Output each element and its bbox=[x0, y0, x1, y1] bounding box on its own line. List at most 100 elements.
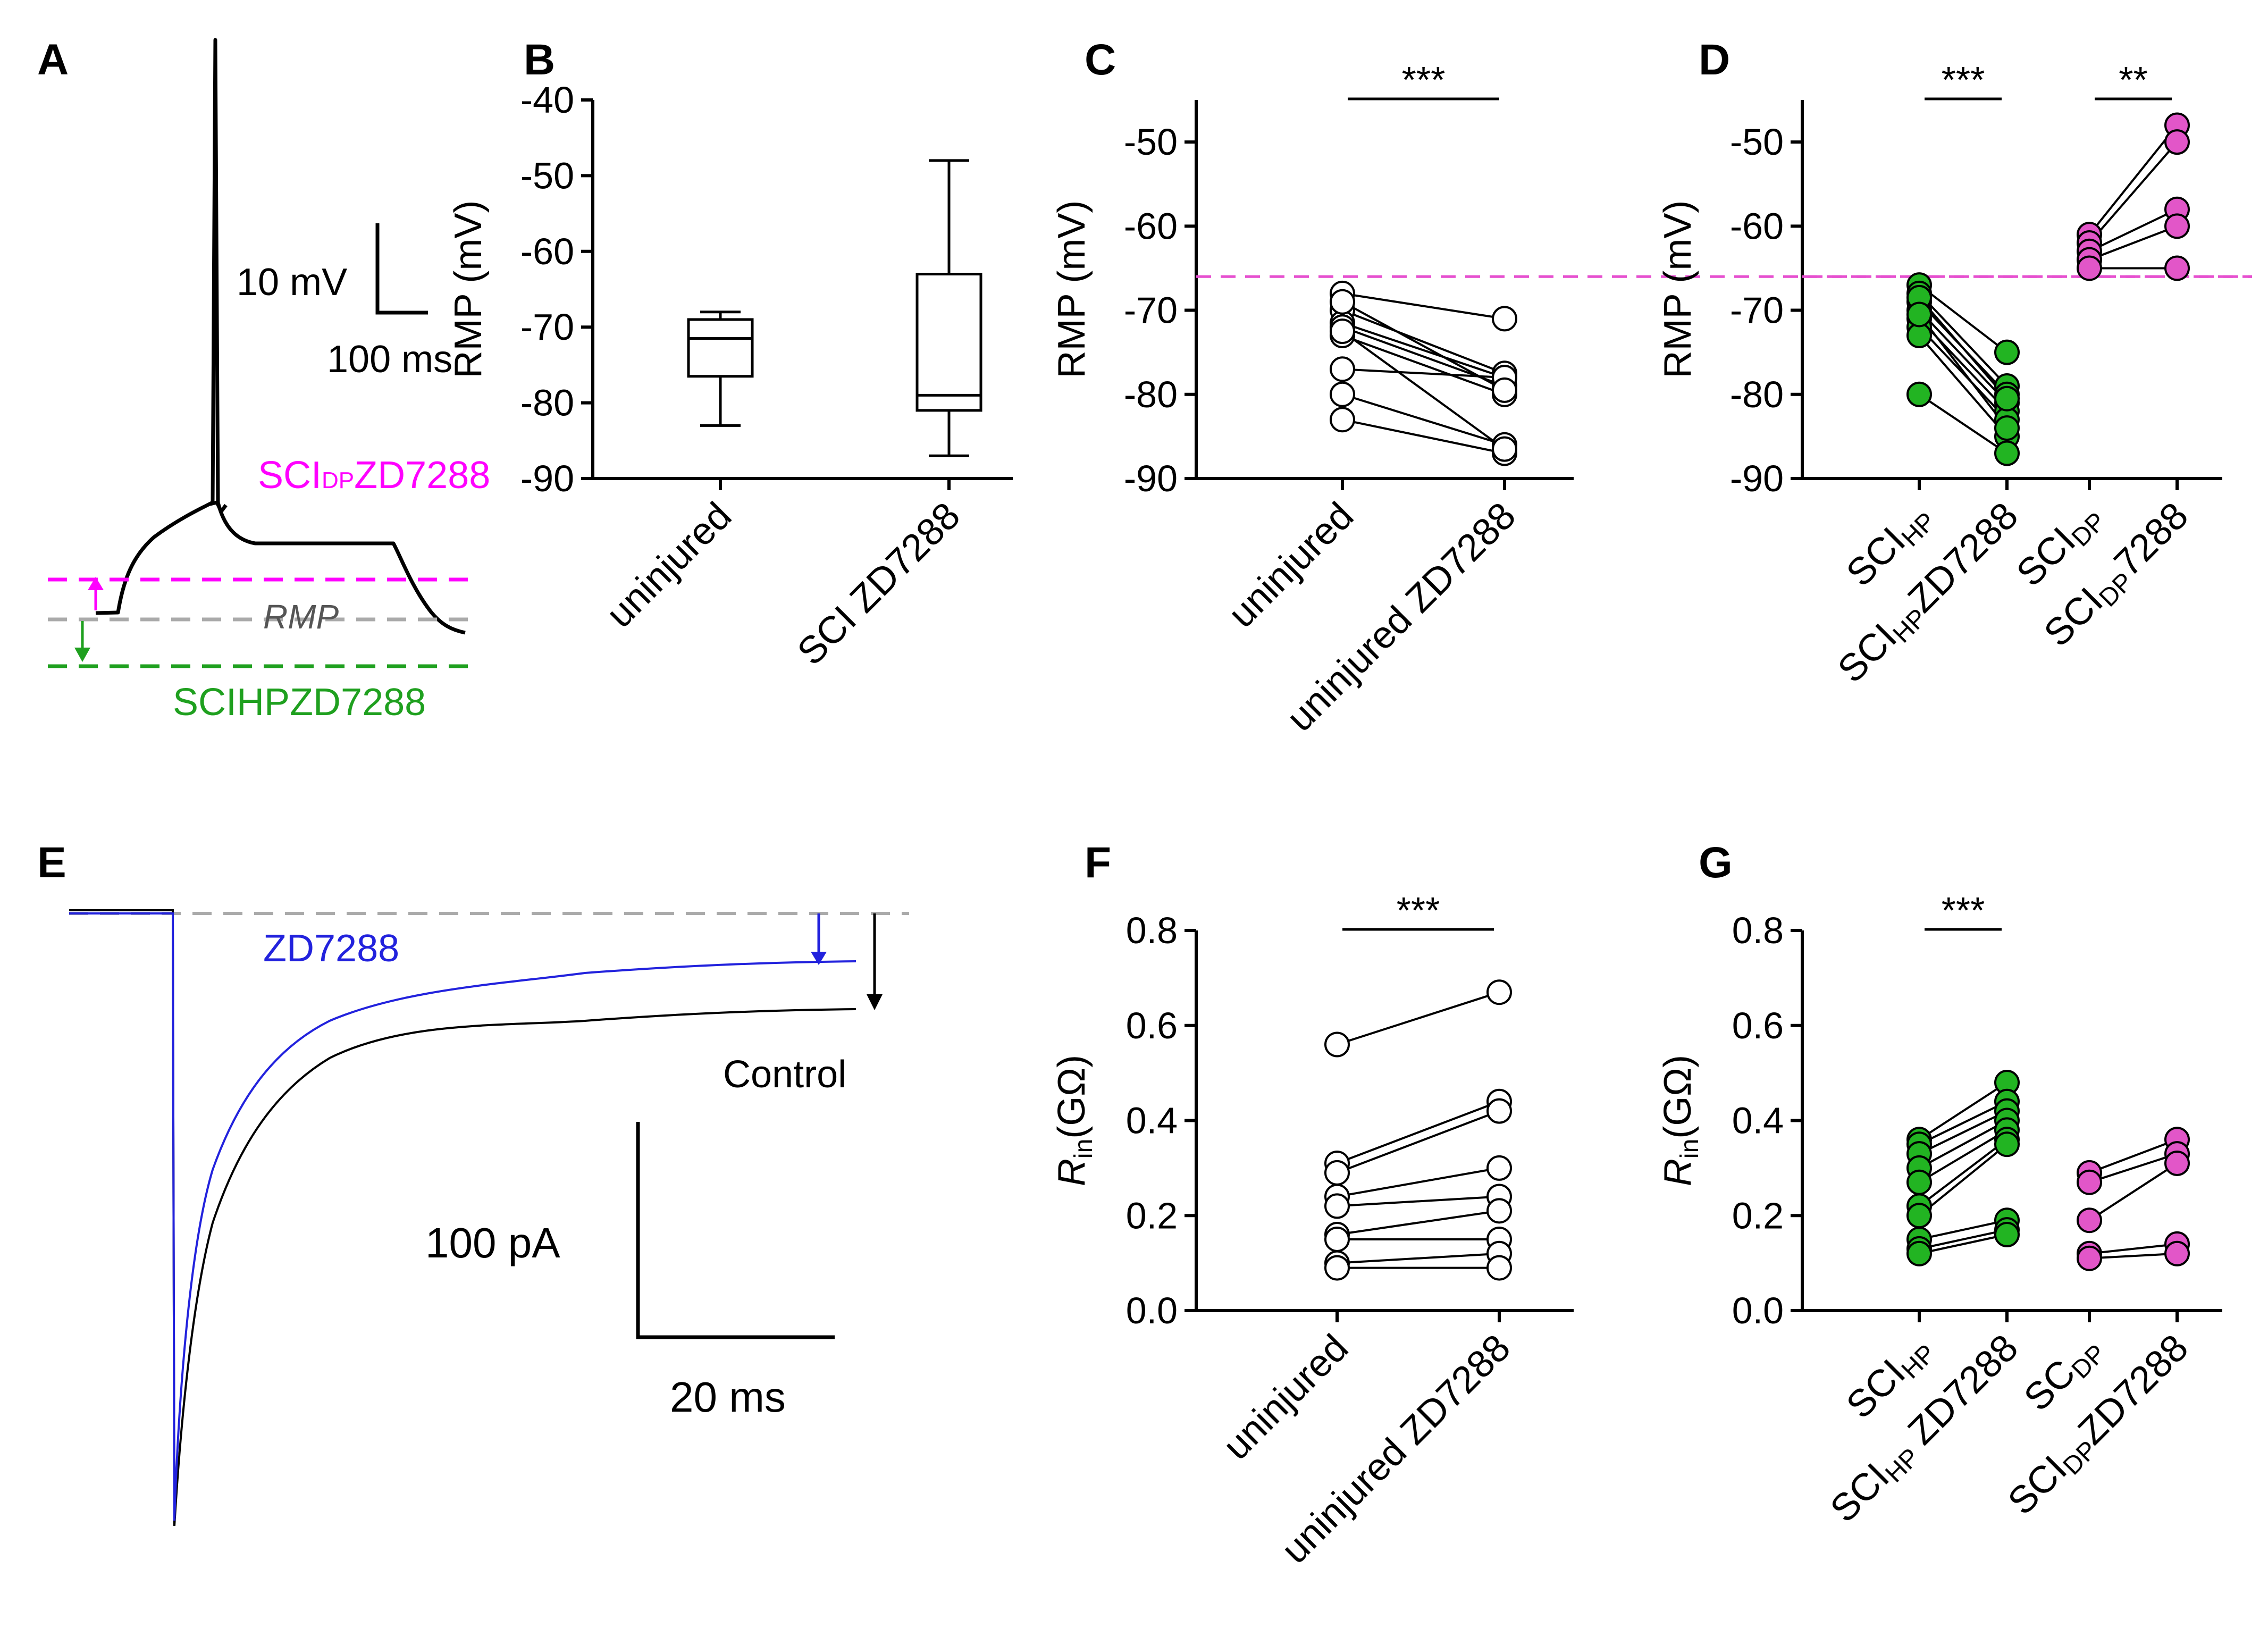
significance-label: *** bbox=[1942, 59, 1985, 100]
pair-line bbox=[1337, 1100, 1500, 1164]
scale-v-label: 10 mV bbox=[237, 261, 347, 304]
x-category-label: uninjured bbox=[1220, 494, 1362, 636]
y-tick-label: -60 bbox=[1730, 205, 1784, 247]
panel-a: 10 mV 100 ms SCIDPZD7288 RMP SCIHPZD7288 bbox=[48, 38, 490, 724]
y-axis-label: Rin(GΩ) bbox=[1657, 1055, 1704, 1186]
data-point bbox=[1492, 436, 1517, 462]
pair-line bbox=[1919, 1119, 2007, 1169]
pair-line bbox=[1342, 334, 1505, 396]
y-tick-label: -70 bbox=[1730, 290, 1784, 331]
voltage-trace bbox=[95, 38, 466, 635]
pair-line bbox=[1337, 1210, 1500, 1236]
pair-line bbox=[1918, 326, 2008, 421]
data-point bbox=[1994, 440, 2020, 466]
control-arrow-head bbox=[867, 994, 883, 1010]
data-point bbox=[1906, 381, 1932, 407]
y-tick-label: -50 bbox=[1730, 121, 1784, 163]
data-point bbox=[1492, 377, 1517, 403]
box-body bbox=[915, 273, 982, 412]
y-tick-label: 0.2 bbox=[1126, 1195, 1178, 1236]
pair-line bbox=[1919, 1234, 2007, 1255]
x-category-label: SCI ZD7288 bbox=[789, 494, 969, 674]
pair-line bbox=[1918, 334, 2008, 438]
data-point bbox=[1994, 415, 2020, 441]
data-point bbox=[1906, 1240, 1932, 1266]
x-category-label: SCIDP7288 bbox=[2036, 494, 2199, 658]
pair-line bbox=[1337, 991, 1500, 1046]
pair-line bbox=[1918, 309, 2008, 404]
pair-line bbox=[1919, 1219, 2007, 1240]
data-point bbox=[2077, 1169, 2102, 1195]
y-tick-label: -90 bbox=[1730, 458, 1784, 499]
scale-bar-e bbox=[636, 1122, 835, 1339]
data-point bbox=[1330, 407, 1355, 433]
data-point bbox=[1994, 385, 2020, 412]
control-trace bbox=[69, 909, 856, 1526]
pair-line bbox=[1342, 292, 1505, 320]
pair-line bbox=[1342, 300, 1505, 391]
dp-label: SCIDPZD7288 bbox=[258, 454, 490, 497]
panel-letter-f: F bbox=[1085, 838, 1111, 887]
pair-line bbox=[1337, 1167, 1500, 1198]
y-tick-label: -80 bbox=[1124, 374, 1178, 415]
data-point bbox=[1330, 289, 1355, 315]
pair-line bbox=[2089, 1252, 2178, 1260]
panel-letter-c: C bbox=[1085, 36, 1116, 84]
hp-label: SCIHPZD7288 bbox=[173, 681, 426, 724]
data-point bbox=[1486, 1198, 1512, 1224]
zd-trace bbox=[69, 912, 856, 1521]
pair-line bbox=[1342, 322, 1505, 379]
data-point bbox=[1486, 1255, 1512, 1281]
zd-label: ZD7288 bbox=[263, 927, 399, 970]
y-tick-label: 0.6 bbox=[1732, 1005, 1784, 1046]
y-tick-label: -50 bbox=[520, 155, 574, 196]
y-axis-label: RMP (mV) bbox=[447, 200, 490, 379]
data-point bbox=[1492, 306, 1517, 332]
data-point bbox=[2077, 1207, 2102, 1234]
panel-letter-b: B bbox=[524, 36, 555, 84]
pair-line bbox=[1919, 1229, 2007, 1250]
data-point bbox=[1486, 1098, 1512, 1124]
data-point bbox=[1330, 318, 1355, 345]
y-tick-label: 0.0 bbox=[1732, 1290, 1784, 1331]
data-point bbox=[2077, 255, 2102, 281]
pair-line bbox=[2088, 141, 2178, 244]
y-tick-label: -70 bbox=[520, 306, 574, 348]
data-point bbox=[2164, 1150, 2190, 1176]
voltage-spike-small bbox=[209, 500, 228, 515]
y-axis-label: Rin(GΩ) bbox=[1051, 1055, 1098, 1186]
data-point bbox=[1486, 1155, 1512, 1181]
data-point bbox=[2077, 1245, 2102, 1271]
x-category-label: SCIDP bbox=[2009, 494, 2112, 598]
scale-t-label: 100 ms bbox=[327, 338, 452, 381]
panel-b-chart: -40 -50 -60 -70 -80 -90 RMP (mV) uninjured SCI Z… bbox=[447, 79, 1013, 673]
pair-line bbox=[1918, 1143, 2008, 1216]
significance-label: ** bbox=[2119, 59, 2147, 100]
y-tick-label: 0.4 bbox=[1732, 1100, 1784, 1142]
scale-i-label: 100 pA bbox=[425, 1219, 560, 1266]
y-tick-label: -90 bbox=[520, 458, 574, 499]
y-tick-label: 0.0 bbox=[1126, 1290, 1178, 1331]
panel-f-chart: 0.00.20.40.60.8Rin(GΩ)uninjureduninjured… bbox=[1051, 890, 1574, 1572]
pair-line bbox=[2088, 124, 2178, 236]
y-tick-label: 0.2 bbox=[1732, 1195, 1784, 1236]
data-point bbox=[2164, 213, 2190, 239]
data-point bbox=[1330, 381, 1355, 407]
y-tick-label: 0.6 bbox=[1126, 1005, 1178, 1046]
data-point bbox=[2164, 255, 2190, 281]
pair-line bbox=[2089, 1153, 2178, 1184]
pair-line bbox=[1918, 1081, 2008, 1140]
hp-arrow-head bbox=[74, 648, 90, 662]
y-tick-label: -60 bbox=[520, 231, 574, 272]
pair-line bbox=[1918, 393, 2008, 455]
pair-line bbox=[1918, 314, 2008, 429]
pair-line bbox=[1918, 297, 2008, 400]
data-point bbox=[1324, 1031, 1350, 1058]
pair-line bbox=[1918, 1129, 2008, 1184]
y-tick-label: -60 bbox=[1124, 205, 1178, 247]
pair-line bbox=[2088, 1162, 2178, 1221]
x-category-label: uninjured bbox=[1215, 1327, 1356, 1468]
